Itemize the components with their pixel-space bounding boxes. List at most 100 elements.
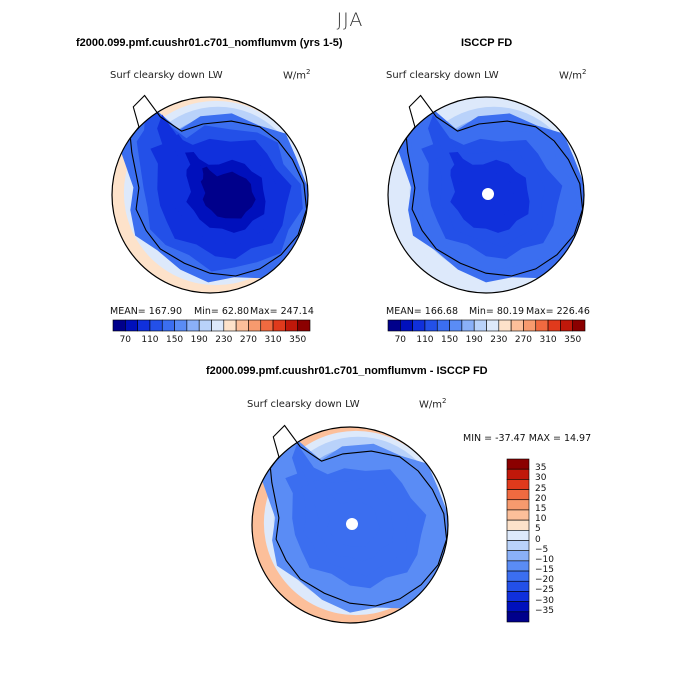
colorbar-box [486, 319, 500, 332]
colorbar-tick-label: 110 [141, 335, 159, 345]
obs-panel-title: ISCCP FD [461, 37, 513, 49]
colorbar-box [547, 319, 561, 332]
colorbar-tick-label: −10 [535, 554, 554, 565]
colorbar-box [498, 319, 512, 332]
colorbar-tick-label: −30 [535, 595, 554, 606]
colorbar-tick-label: −25 [535, 585, 554, 596]
colorbar-box [412, 319, 426, 332]
pole-missing-data [482, 188, 494, 200]
colorbar-box [506, 468, 530, 480]
colorbar-box [506, 519, 530, 531]
difference-polar-map [251, 424, 449, 624]
model-units-label: W/m2 [283, 68, 310, 81]
colorbar-box [506, 479, 530, 490]
colorbar-box [285, 319, 298, 332]
pole-missing-data [346, 518, 358, 530]
colorbar-tick-label: 190 [465, 335, 483, 345]
colorbar-tick-label: 0 [535, 534, 541, 545]
difference-colorbar [506, 458, 530, 623]
obs-mean-stat: MEAN= 166.68 [386, 306, 459, 317]
map-border [111, 96, 309, 294]
colorbar-tick-label: 15 [535, 503, 547, 514]
obs-units-power: 2 [582, 68, 587, 76]
difference-units-text: W/m [419, 399, 442, 411]
colorbar-box [186, 319, 200, 332]
colorbar-tick-label: −20 [535, 575, 554, 586]
colorbar-tick-label: 310 [264, 335, 282, 345]
colorbar-tick-label: −15 [535, 565, 554, 576]
colorbar-box [473, 319, 487, 332]
colorbar-box [161, 319, 175, 332]
colorbar-box [400, 319, 413, 332]
map-border [251, 426, 449, 624]
colorbar-box [506, 560, 530, 572]
colorbar-box [211, 319, 225, 332]
colorbar-tick-label: 270 [239, 335, 258, 345]
difference-units-power: 2 [442, 397, 447, 405]
colorbar-tick-label: 230 [215, 335, 233, 345]
colorbar-box [506, 458, 530, 470]
colorbar-tick-label: 70 [394, 335, 407, 345]
colorbar-tick-label: 270 [514, 335, 533, 345]
colorbar-box [248, 319, 262, 332]
colorbar-box [137, 319, 151, 332]
model-colorbar [112, 319, 311, 332]
coastline [405, 94, 584, 277]
colorbar-box [272, 319, 286, 332]
colorbar-tick-label: 350 [564, 335, 582, 345]
colorbar-tick-label: 310 [539, 335, 557, 345]
colorbar-tick-label: −5 [535, 544, 549, 555]
colorbar-tick-label: 35 [535, 463, 547, 474]
difference-panel-title: f2000.099.pmf.cuushr01.c701_nomflumvm - … [206, 365, 488, 377]
figure-title: JJA [336, 9, 364, 31]
colorbar-box [461, 319, 475, 332]
obs-max-stat: Max= 226.46 [526, 306, 590, 317]
colorbar-tick-label: −35 [535, 605, 554, 616]
colorbar-tick-label: 150 [440, 335, 459, 345]
model-units-power: 2 [306, 68, 311, 76]
colorbar-box [523, 319, 537, 332]
model-mean-stat: MEAN= 167.90 [110, 306, 183, 317]
colorbar-box [424, 319, 438, 332]
colorbar-tick-label: 30 [535, 473, 547, 484]
obs-variable-label: Surf clearsky down LW [386, 70, 499, 81]
colorbar-box [149, 319, 163, 332]
colorbar-box [297, 319, 311, 332]
difference-variable-label: Surf clearsky down LW [247, 399, 360, 410]
model-panel-title: f2000.099.pmf.cuushr01.c701_nomflumvm (y… [76, 37, 343, 49]
colorbar-box [174, 319, 188, 332]
colorbar-box [535, 319, 549, 332]
obs-units-label: W/m2 [559, 68, 586, 81]
colorbar-box [387, 319, 401, 332]
model-units-text: W/m [283, 70, 306, 82]
colorbar-tick-label: 20 [535, 493, 547, 504]
obs-min-stat: Min= 80.19 [469, 306, 525, 317]
coastline [129, 94, 308, 277]
colorbar-box [506, 530, 530, 541]
colorbar-box [506, 550, 530, 562]
colorbar-tick-label: 5 [535, 524, 541, 535]
colorbar-tick-label: 230 [490, 335, 508, 345]
colorbar-box [506, 509, 530, 521]
colorbar-box [510, 319, 524, 332]
colorbar-box [506, 591, 530, 602]
colorbar-tick-label: 150 [165, 335, 184, 345]
model-polar-map [111, 94, 309, 294]
colorbar-box [112, 319, 126, 332]
colorbar-box [506, 540, 530, 551]
colorbar-box [506, 611, 530, 623]
colorbar-box [125, 319, 138, 332]
colorbar-box [506, 580, 530, 592]
obs-units-text: W/m [559, 70, 582, 82]
map-border [387, 96, 585, 294]
colorbar-box [436, 319, 450, 332]
model-variable-label: Surf clearsky down LW [110, 70, 223, 81]
colorbar-box [506, 570, 530, 582]
colorbar-tick-label: 350 [289, 335, 307, 345]
colorbar-box [198, 319, 212, 332]
colorbar-box [572, 319, 586, 332]
colorbar-box [260, 319, 274, 332]
model-min-stat: Min= 62.80 [194, 306, 250, 317]
colorbar-box [235, 319, 249, 332]
